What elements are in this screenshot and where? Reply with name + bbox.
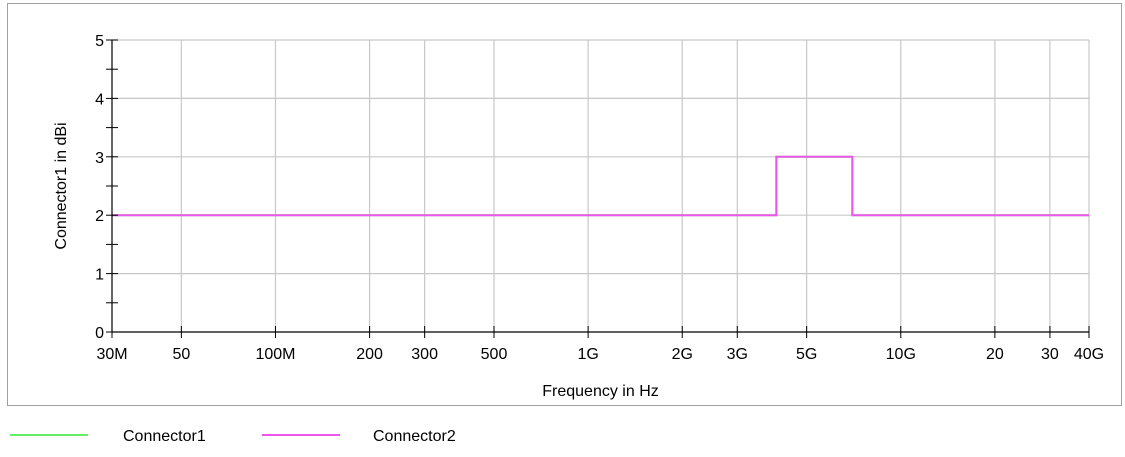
x-tick-label: 2G: [672, 346, 693, 363]
y-tick-label: 1: [95, 267, 104, 284]
y-tick-label: 4: [95, 91, 104, 108]
legend-label: Connector1: [123, 428, 206, 445]
x-tick-labels: 30M 50 100M 200 300 500 1G 2G 3G 5G 10G 20 30 40G: [96, 346, 1104, 363]
chart-frame: [7, 3, 1122, 406]
legend-item-connector2: Connector2: [262, 428, 456, 445]
x-tick-label: 3G: [727, 346, 748, 363]
x-tick-label: 20: [986, 346, 1004, 363]
y-axis-title: Connector1 in dBi: [53, 122, 70, 249]
y-tick-label: 2: [95, 208, 104, 225]
series-line-connector2: [112, 155, 1089, 217]
y-tick-labels: 0 1 2 3 4 5: [95, 33, 104, 342]
x-tick-label: 300: [411, 346, 438, 363]
axes: [106, 39, 1090, 338]
series-lines: [112, 155, 1089, 217]
x-tick-label: 100M: [255, 346, 295, 363]
x-tick-label: 500: [481, 346, 508, 363]
legend-label: Connector2: [373, 428, 456, 445]
grid: [112, 39, 1090, 332]
x-tick-label: 30M: [96, 346, 127, 363]
x-tick-label: 50: [172, 346, 190, 363]
x-tick-label: 40G: [1074, 346, 1104, 363]
legend: Connector1 Connector2: [10, 428, 456, 445]
x-tick-label: 10G: [886, 346, 916, 363]
y-tick-label: 3: [95, 150, 104, 167]
y-tick-label: 0: [95, 325, 104, 342]
y-tick-label: 5: [95, 33, 104, 50]
x-tick-label: 1G: [577, 346, 598, 363]
x-axis-title: Frequency in Hz: [542, 383, 659, 400]
x-tick-label: 200: [356, 346, 383, 363]
legend-item-connector1: Connector1: [10, 428, 206, 445]
x-tick-label: 30: [1041, 346, 1059, 363]
x-tick-label: 5G: [796, 346, 817, 363]
